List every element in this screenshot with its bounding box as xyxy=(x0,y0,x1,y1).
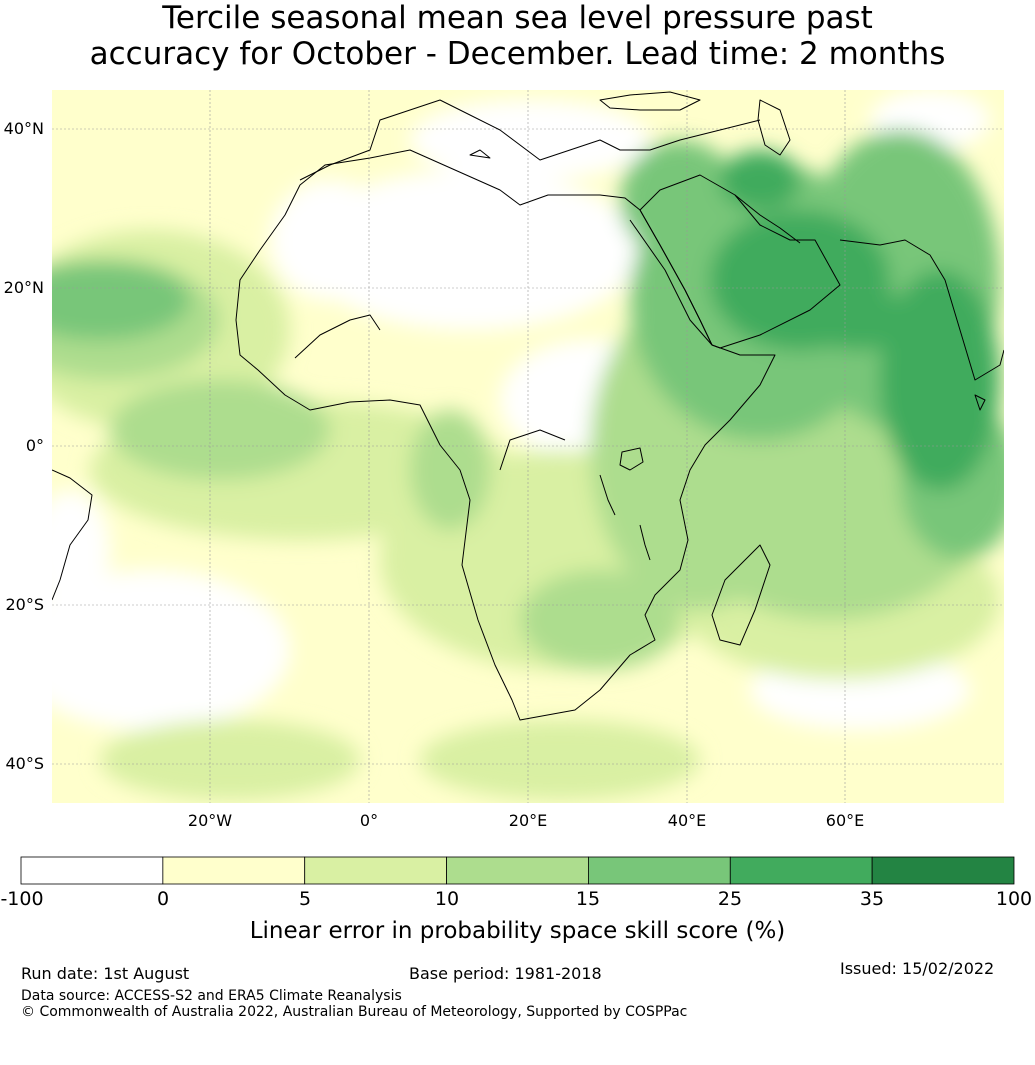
data-source: Data source: ACCESS-S2 and ERA5 Climate … xyxy=(21,988,402,1004)
lon-label-40e: 40°E xyxy=(667,811,707,830)
skill-field xyxy=(52,90,1004,800)
title-line-2: accuracy for October - December. Lead ti… xyxy=(89,36,946,72)
colorbar-segment xyxy=(729,856,873,885)
colorbar-segment xyxy=(446,856,589,885)
madagascar-coastline xyxy=(711,544,771,646)
lat-label-20n: 20°N xyxy=(3,278,44,297)
arabia-coastline xyxy=(639,174,841,349)
colorbar-segment xyxy=(162,856,306,885)
south-america-coast xyxy=(52,469,93,601)
run-date: Run date: 1st August xyxy=(21,964,190,983)
colorbar xyxy=(20,856,1015,885)
graticule xyxy=(52,90,1004,803)
lake-victoria xyxy=(619,447,644,471)
lat-label-0: 0° xyxy=(25,436,44,455)
persian-gulf-coast xyxy=(734,194,801,244)
map-title: Tercile seasonal mean sea level pressure… xyxy=(0,0,1035,72)
europe-coastline xyxy=(299,99,761,181)
colorbar-tick-label: -100 xyxy=(0,888,44,910)
map-plot-area xyxy=(52,90,1004,803)
red-sea-coast xyxy=(629,219,713,346)
copyright-notice: © Commonwealth of Australia 2022, Austra… xyxy=(21,1004,688,1020)
colorbar-tick-label: 25 xyxy=(717,888,743,910)
lat-label-40s: 40°S xyxy=(5,754,44,773)
niger-river xyxy=(294,314,381,359)
lon-label-20w: 20°W xyxy=(187,811,233,830)
congo-river xyxy=(499,429,566,471)
black-sea-coast xyxy=(599,91,701,111)
colorbar-segment xyxy=(20,856,164,885)
caspian-coast xyxy=(757,99,791,156)
lon-label-20e: 20°E xyxy=(508,811,548,830)
india-coastline xyxy=(839,239,1004,381)
lon-label-0: 0° xyxy=(359,811,379,830)
lat-label-20s: 20°S xyxy=(5,595,44,614)
colorbar-tick-label: 100 xyxy=(995,888,1033,910)
colorbar-tick-label: 0 xyxy=(156,888,170,910)
title-line-1: Tercile seasonal mean sea level pressure… xyxy=(162,0,873,36)
sicily xyxy=(469,149,491,159)
base-period: Base period: 1981-2018 xyxy=(409,964,602,983)
colorbar-tick-label: 15 xyxy=(575,888,601,910)
colorbar-tick-label: 35 xyxy=(859,888,885,910)
sri-lanka xyxy=(974,394,986,411)
colorbar-segment xyxy=(304,856,447,885)
colorbar-segment xyxy=(871,856,1015,885)
coastlines xyxy=(52,91,1004,721)
lat-label-40n: 40°N xyxy=(3,119,44,138)
colorbar-label: Linear error in probability space skill … xyxy=(249,918,786,944)
lon-label-60e: 60°E xyxy=(825,811,865,830)
lake-malawi xyxy=(639,524,651,561)
colorbar-tick-label: 5 xyxy=(298,888,312,910)
colorbar-tick-label: 10 xyxy=(434,888,460,910)
colorbar-segment xyxy=(588,856,731,885)
lake-tanganyika xyxy=(599,474,616,516)
issued-date: Issued: 15/02/2022 xyxy=(840,959,995,978)
